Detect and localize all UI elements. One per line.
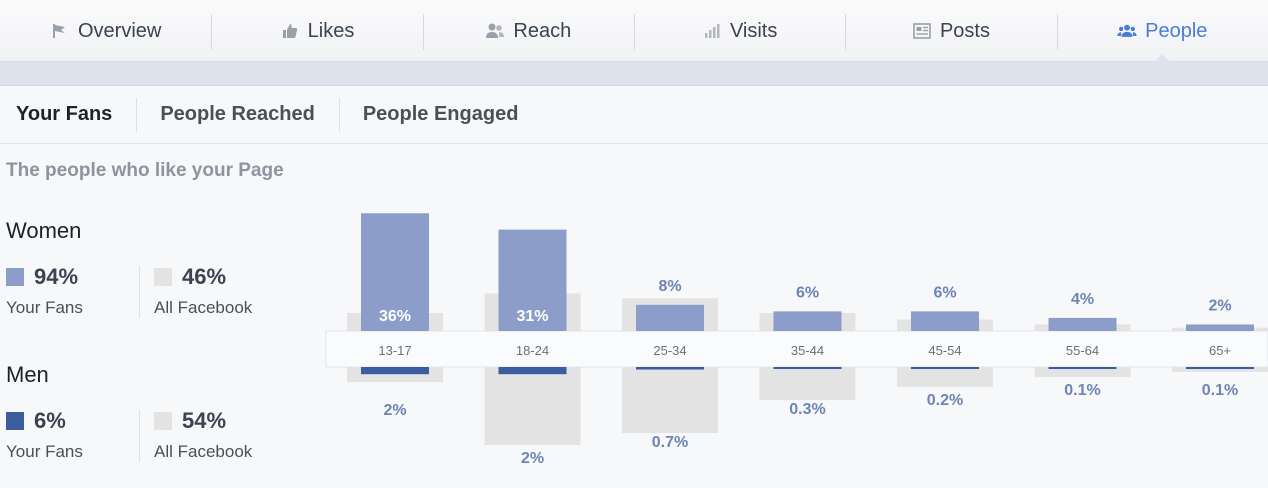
men-fans-swatch	[6, 412, 24, 430]
women-fans-label: Your Fans	[6, 298, 83, 317]
all-facebook-men-bar	[897, 367, 993, 387]
all-facebook-men-bar	[1172, 367, 1268, 372]
tab-posts[interactable]: Posts	[845, 0, 1056, 62]
men-all-label: All Facebook	[154, 442, 253, 461]
age-tick-label: 18-24	[516, 343, 549, 358]
men-fans-bar	[498, 367, 567, 375]
age-tick-label: 35-44	[791, 343, 824, 358]
divider	[139, 410, 140, 462]
active-tab-caret	[1153, 54, 1172, 63]
women-fans-bar	[911, 311, 979, 331]
subtab-people-reached[interactable]: People Reached	[136, 86, 339, 144]
top-nav: Overview Likes Reach Visits Posts People	[0, 0, 1268, 63]
tab-visits[interactable]: Visits	[633, 0, 845, 62]
people-icon	[1117, 21, 1137, 41]
men-all-value: 54%	[182, 408, 227, 433]
men-fans-label: Your Fans	[6, 442, 83, 461]
men-data-label: 0.2%	[927, 392, 963, 409]
age-tick-label: 55-64	[1066, 343, 1099, 358]
section-subtitle: The people who like your Page	[6, 160, 284, 181]
women-fans-bar	[773, 311, 842, 331]
bar-chart-icon	[702, 21, 722, 41]
women-fans-value: 94%	[34, 264, 79, 289]
tab-label: Visits	[729, 19, 778, 42]
women-data-label: 6%	[933, 284, 956, 301]
tab-people[interactable]: People	[1056, 0, 1268, 63]
men-fans-value: 6%	[34, 408, 66, 433]
tab-label: People	[1145, 19, 1208, 42]
men-fans-bar	[636, 367, 704, 370]
all-facebook-men-bar	[622, 367, 718, 433]
men-data-label: 0.7%	[652, 434, 688, 451]
women-data-label: 31%	[516, 308, 548, 325]
women-all-label: All Facebook	[154, 298, 253, 317]
sub-nav: Your Fans People Reached People Engaged	[0, 86, 1268, 144]
divider	[139, 266, 140, 318]
men-all-swatch	[154, 412, 172, 430]
women-fans-bar	[636, 304, 704, 331]
women-title: Women	[6, 218, 82, 243]
tab-label: Overview	[77, 19, 162, 42]
men-fans-bar	[361, 367, 429, 375]
all-facebook-men-bar	[1034, 367, 1131, 378]
all-facebook-men-bar	[484, 367, 581, 445]
women-fans-swatch	[6, 268, 24, 286]
age-tick-label: 45-54	[928, 343, 961, 358]
tab-label: Likes	[307, 19, 355, 42]
men-fans-bar	[1186, 367, 1254, 369]
posts-icon	[912, 21, 932, 41]
men-data-label: 0.1%	[1202, 382, 1238, 399]
men-data-label: 2%	[383, 402, 406, 419]
tab-overview[interactable]: Overview	[0, 0, 211, 62]
flag-icon	[50, 21, 70, 41]
subtab-your-fans[interactable]: Your Fans	[16, 103, 113, 125]
subtab-people-engaged[interactable]: People Engaged	[338, 86, 543, 144]
women-data-label: 2%	[1208, 297, 1231, 314]
women-fans-bar	[1048, 317, 1117, 331]
women-fans-stat: 94% Your Fans	[6, 264, 83, 318]
thumbs-up-icon	[280, 21, 300, 41]
age-tick-label: 65+	[1209, 343, 1231, 358]
men-fans-bar	[773, 367, 842, 369]
women-fans-bar	[498, 229, 567, 331]
women-all-stat: 46% All Facebook	[154, 264, 252, 318]
women-data-label: 6%	[796, 284, 819, 301]
age-tick-label: 13-17	[378, 343, 411, 358]
men-data-label: 2%	[521, 450, 544, 467]
women-all-swatch	[154, 268, 172, 286]
tab-likes[interactable]: Likes	[211, 0, 422, 62]
men-fans-stat: 6% Your Fans	[6, 408, 83, 462]
women-fans-bar	[361, 213, 429, 331]
women-data-label: 8%	[658, 278, 681, 295]
tab-label: Reach	[513, 19, 572, 42]
age-tick-label: 25-34	[653, 343, 686, 358]
men-title: Men	[6, 362, 49, 387]
men-fans-bar	[911, 367, 979, 369]
women-fans-bar	[1186, 324, 1254, 331]
tab-reach[interactable]: Reach	[422, 0, 634, 62]
women-all-value: 46%	[182, 264, 227, 289]
men-all-stat: 54% All Facebook	[154, 408, 252, 462]
all-facebook-men-bar	[759, 367, 856, 400]
men-fans-bar	[1048, 367, 1117, 369]
men-data-label: 0.3%	[789, 401, 825, 418]
men-data-label: 0.1%	[1064, 382, 1100, 399]
women-data-label: 4%	[1071, 291, 1094, 308]
tab-label: Posts	[939, 19, 990, 42]
nav-band	[0, 62, 1268, 86]
women-data-label: 36%	[379, 308, 411, 325]
users-icon	[485, 21, 505, 41]
